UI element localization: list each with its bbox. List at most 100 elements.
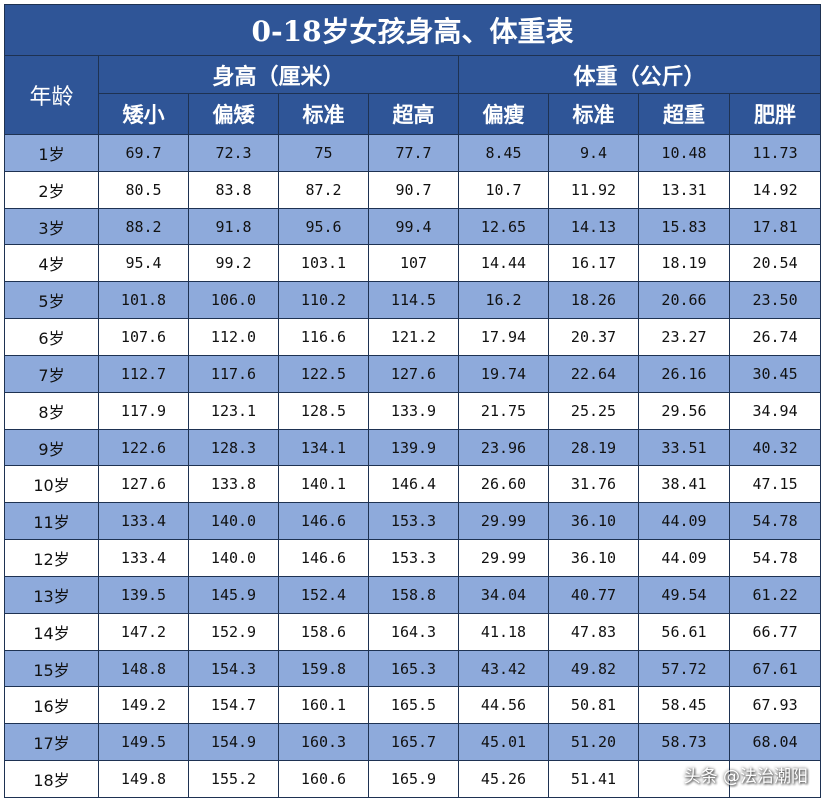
weight-value-cell: 14.92: [728, 170, 822, 209]
weight-value-cell: 16.17: [548, 244, 639, 283]
height-value-cell: 127.6: [98, 465, 189, 504]
weight-value-cell: 12.65: [458, 207, 549, 246]
age-cell: 7岁: [4, 354, 99, 393]
height-value-cell: 160.3: [278, 723, 369, 762]
height-value-cell: 165.5: [368, 686, 459, 725]
table-row: 17岁 149.5 154.9 160.3 165.7 45.01 51.20 58.73 68…: [4, 723, 822, 762]
weight-value-cell: 57.72: [638, 649, 730, 688]
weight-value-cell: 49.82: [548, 649, 639, 688]
weight-value-cell: 38.41: [638, 465, 730, 504]
weight-value-cell: 25.25: [548, 391, 639, 430]
table-row: 6岁 107.6 112.0 116.6 121.2 17.94 20.37 23.27 26.…: [4, 318, 822, 356]
weight-value-cell: 16.2: [458, 281, 549, 320]
weight-value-cell: 10.48: [638, 134, 730, 172]
weight-value-cell: 54.78: [728, 502, 822, 541]
age-cell: 11岁: [4, 502, 99, 541]
weight-col-header-overweight: 超重: [638, 93, 730, 135]
height-value-cell: 80.5: [98, 170, 189, 209]
height-value-cell: 160.1: [278, 686, 369, 725]
age-cell: 6岁: [4, 318, 99, 356]
weight-value-cell: 23.27: [638, 318, 730, 356]
age-cell: 16岁: [4, 686, 99, 725]
height-value-cell: 146.6: [278, 502, 369, 541]
weight-value-cell: 47.15: [728, 465, 822, 504]
weight-value-cell: 41.18: [458, 612, 549, 651]
weight-value-cell: 9.4: [548, 134, 639, 172]
height-col-header-standard: 标准: [278, 93, 369, 135]
age-cell: 8岁: [4, 391, 99, 430]
age-cell: 15岁: [4, 649, 99, 688]
height-value-cell: 88.2: [98, 207, 189, 246]
weight-value-cell: 20.66: [638, 281, 730, 320]
height-value-cell: 145.9: [188, 575, 279, 614]
weight-col-header-obese: 肥胖: [728, 93, 822, 135]
weight-value-cell: 36.10: [548, 539, 639, 577]
height-value-cell: 160.6: [278, 760, 369, 798]
height-value-cell: 133.9: [368, 391, 459, 430]
age-cell: 2岁: [4, 170, 99, 209]
weight-value-cell: 20.54: [728, 244, 822, 283]
weight-value-cell: 21.75: [458, 391, 549, 430]
weight-value-cell: 47.83: [548, 612, 639, 651]
height-value-cell: 122.5: [278, 354, 369, 393]
height-value-cell: 164.3: [368, 612, 459, 651]
height-value-cell: 117.6: [188, 354, 279, 393]
height-value-cell: 149.2: [98, 686, 189, 725]
height-value-cell: 152.4: [278, 575, 369, 614]
height-value-cell: 99.4: [368, 207, 459, 246]
height-value-cell: 127.6: [368, 354, 459, 393]
watermark-text: 头条 @法治潮阳: [683, 767, 808, 787]
age-cell: 18岁: [4, 760, 99, 798]
height-value-cell: 114.5: [368, 281, 459, 320]
height-value-cell: 149.8: [98, 760, 189, 798]
age-cell: 14岁: [4, 612, 99, 651]
height-value-cell: 139.5: [98, 575, 189, 614]
height-value-cell: 134.1: [278, 428, 369, 467]
weight-value-cell: 33.51: [638, 428, 730, 467]
height-value-cell: 103.1: [278, 244, 369, 283]
weight-value-cell: 44.09: [638, 539, 730, 577]
weight-value-cell: 49.54: [638, 575, 730, 614]
weight-value-cell: 54.78: [728, 539, 822, 577]
height-value-cell: 149.5: [98, 723, 189, 762]
height-value-cell: 154.3: [188, 649, 279, 688]
weight-value-cell: 45.01: [458, 723, 549, 762]
age-cell: 1岁: [4, 134, 99, 172]
height-value-cell: 158.8: [368, 575, 459, 614]
height-value-cell: 140.0: [188, 539, 279, 577]
height-value-cell: 133.4: [98, 502, 189, 541]
height-value-cell: 69.7: [98, 134, 189, 172]
height-value-cell: 95.4: [98, 244, 189, 283]
table-row: 4岁 95.4 99.2 103.1 107 14.44 16.17 18.19 20.54: [4, 244, 822, 283]
height-value-cell: 117.9: [98, 391, 189, 430]
age-cell: 10岁: [4, 465, 99, 504]
height-value-cell: 154.9: [188, 723, 279, 762]
height-value-cell: 110.2: [278, 281, 369, 320]
height-value-cell: 112.0: [188, 318, 279, 356]
height-value-cell: 153.3: [368, 539, 459, 577]
height-value-cell: 128.5: [278, 391, 369, 430]
table-row: 16岁 149.2 154.7 160.1 165.5 44.56 50.81 58.45 67…: [4, 686, 822, 725]
weight-value-cell: 51.20: [548, 723, 639, 762]
height-value-cell: 140.0: [188, 502, 279, 541]
height-value-cell: 152.9: [188, 612, 279, 651]
height-value-cell: 72.3: [188, 134, 279, 172]
table-row: 1岁 69.7 72.3 75 77.7 8.45 9.4 10.48 11.73: [4, 134, 822, 172]
table-row: 18岁 149.8 155.2 160.6 165.9 45.26 51.41: [4, 760, 822, 798]
height-value-cell: 139.9: [368, 428, 459, 467]
weight-value-cell: 51.41: [548, 760, 639, 798]
table-row: 15岁 148.8 154.3 159.8 165.3 43.42 49.82 57.72 67…: [4, 649, 822, 688]
weight-value-cell: 67.93: [728, 686, 822, 725]
weight-value-cell: 17.81: [728, 207, 822, 246]
weight-value-cell: 67.61: [728, 649, 822, 688]
weight-value-cell: 29.99: [458, 502, 549, 541]
height-value-cell: 155.2: [188, 760, 279, 798]
weight-value-cell: 31.76: [548, 465, 639, 504]
weight-value-cell: 45.26: [458, 760, 549, 798]
table-row: 9岁 122.6 128.3 134.1 139.9 23.96 28.19 33.51 40.…: [4, 428, 822, 467]
table-row: 13岁 139.5 145.9 152.4 158.8 34.04 40.77 49.54 61…: [4, 575, 822, 614]
height-value-cell: 99.2: [188, 244, 279, 283]
age-cell: 9岁: [4, 428, 99, 467]
height-value-cell: 112.7: [98, 354, 189, 393]
weight-value-cell: 22.64: [548, 354, 639, 393]
